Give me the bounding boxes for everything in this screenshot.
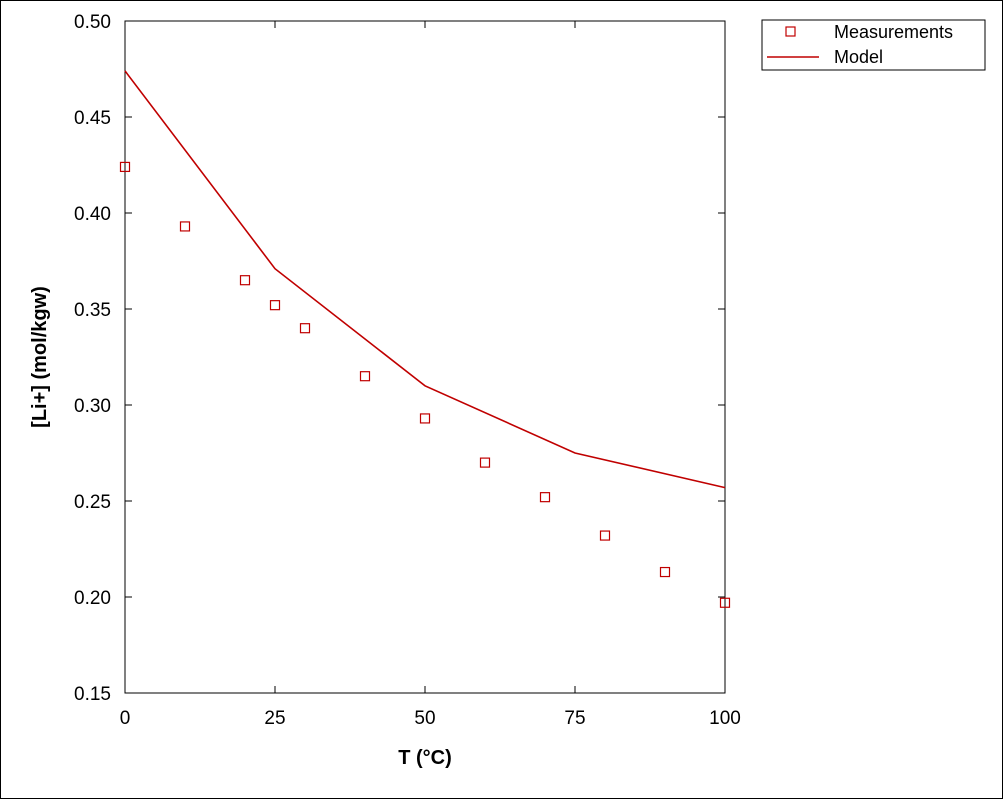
measurement-point — [359, 371, 371, 382]
measurement-point — [269, 300, 281, 311]
y-tick-label: 0.35 — [74, 300, 111, 321]
measurement-point — [719, 597, 731, 608]
y-tick-label: 0.25 — [74, 492, 111, 513]
legend: Measurements Model — [761, 19, 986, 71]
measurement-point — [119, 161, 131, 173]
measurement-point — [239, 275, 251, 286]
plot-area — [124, 20, 726, 694]
x-tick-label: 50 — [414, 708, 435, 729]
y-tick-label: 0.30 — [74, 396, 111, 417]
x-axis-ticks: 0 25 50 75 100 — [120, 21, 741, 729]
y-tick-label: 0.15 — [74, 684, 111, 705]
measurement-point — [539, 492, 551, 503]
y-tick-label: 0.20 — [74, 588, 111, 609]
y-tick-label: 0.50 — [74, 12, 111, 33]
y-tick-label: 0.40 — [74, 204, 111, 225]
legend-label-measurements: Measurements — [834, 22, 953, 42]
legend-label-model: Model — [834, 47, 883, 67]
x-tick-label: 25 — [264, 708, 285, 729]
measurement-point — [179, 221, 191, 232]
legend-box — [761, 19, 986, 71]
measurement-point — [479, 457, 491, 468]
x-tick-label: 100 — [709, 708, 741, 729]
measurement-point — [419, 413, 431, 424]
measurement-point — [659, 566, 671, 578]
x-tick-label: 0 — [120, 708, 131, 729]
legend-marker-measurements — [785, 26, 796, 37]
measurement-point — [299, 323, 311, 334]
x-tick-label: 75 — [564, 708, 585, 729]
series-layer — [119, 70, 731, 608]
measurement-point — [599, 530, 611, 541]
x-axis-title: T (°C) — [398, 747, 452, 769]
model-line — [124, 70, 726, 489]
y-axis-title: [Li+] (mol/kgw) — [29, 286, 51, 428]
y-axis-ticks: 0.15 0.20 0.25 0.30 0.35 0.40 0.45 0.50 — [74, 12, 725, 705]
y-tick-label: 0.45 — [74, 108, 111, 129]
